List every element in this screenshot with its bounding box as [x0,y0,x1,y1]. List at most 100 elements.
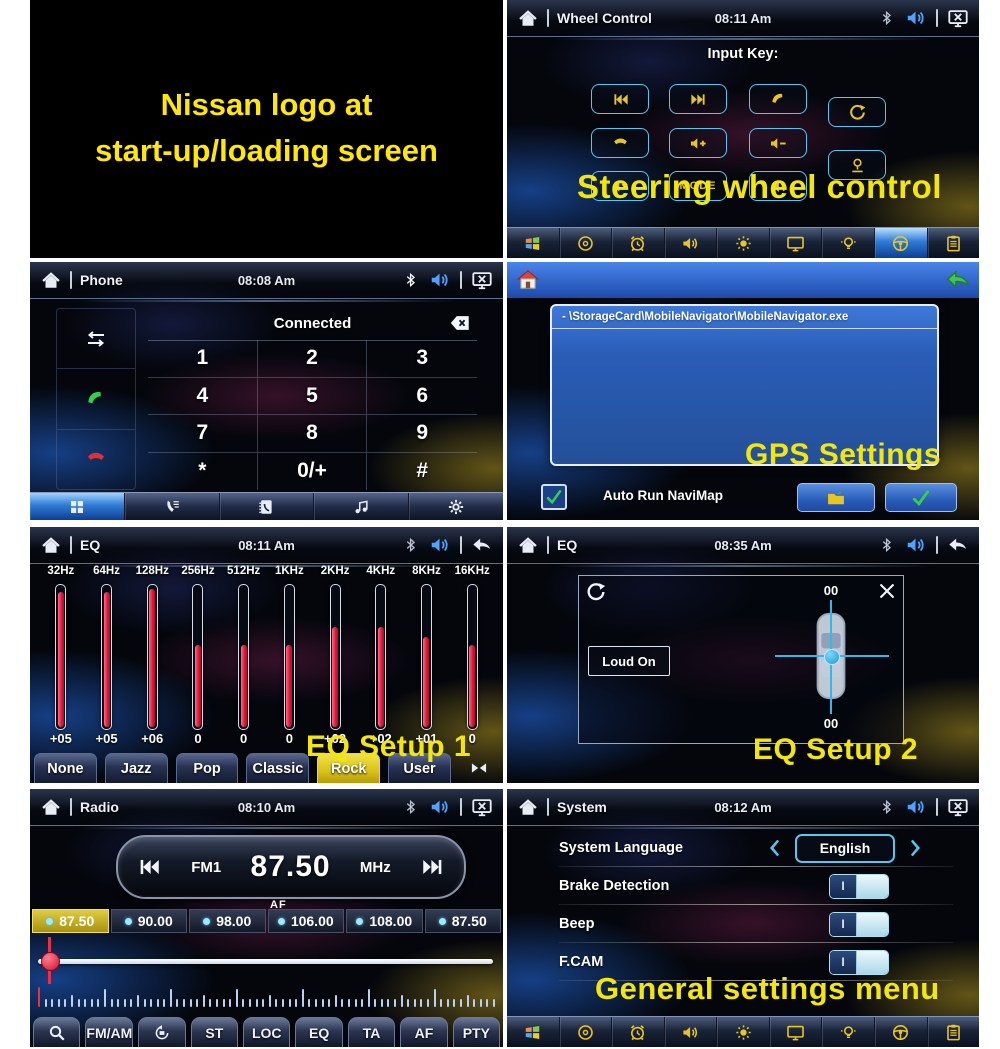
radio-preset-2[interactable]: 90.00 [110,909,187,933]
taskbar-alarm-button[interactable] [611,228,664,258]
eq-slider-128Hz[interactable] [129,584,175,730]
answer-call-button[interactable] [749,84,807,114]
dial-key-5[interactable]: 5 [257,377,368,415]
taskbar-volume-button[interactable] [663,1017,717,1047]
taskbar-windows-button[interactable] [507,1017,559,1047]
home-icon[interactable] [517,534,539,556]
radio-st-button[interactable]: ST [190,1017,239,1047]
chevron-right-icon[interactable] [905,838,925,858]
seek-down-icon[interactable] [136,854,162,880]
eq-slider-256Hz[interactable] [175,584,221,730]
back-icon[interactable] [945,267,971,293]
mode-button[interactable]: MODE [669,171,727,201]
eq-slider-track[interactable] [283,584,295,730]
home-icon[interactable] [40,269,62,291]
dial-key-1[interactable]: 1 [148,340,258,378]
loud-toggle-button[interactable]: Loud On [588,646,670,676]
eq-slider-track[interactable] [146,584,158,730]
home-icon[interactable] [40,534,62,556]
eq-slider-8KHz[interactable] [404,584,450,730]
close-icon[interactable] [877,581,897,601]
eq-slider-track[interactable] [101,584,113,730]
transfer-button[interactable] [57,309,135,370]
browse-folder-button[interactable] [797,483,875,512]
eq-slider-track[interactable] [329,584,341,730]
eq-slider-16KHz[interactable] [449,584,495,730]
eq-preset-classic[interactable]: Classic [246,753,310,783]
eq-slider-track[interactable] [192,584,204,730]
radio-preset-3[interactable]: 98.00 [189,909,266,933]
radio-loc-button[interactable]: LOC [243,1017,291,1047]
gps-path-listbox[interactable]: - \StorageCard\MobileNavigator\MobileNav… [550,304,939,466]
taskbar-disc-button[interactable] [558,228,612,258]
eq-preset-jazz[interactable]: Jazz [104,753,168,783]
taskbar-display-button[interactable] [768,1017,822,1047]
auto-run-checkbox[interactable] [541,484,567,510]
dial-key-#[interactable]: # [416,459,428,483]
home-icon[interactable] [517,7,539,29]
eq-slider-track[interactable] [420,584,432,730]
end-call-button[interactable] [57,430,135,489]
seek-up-icon[interactable] [420,854,446,880]
display-off-icon[interactable] [947,7,969,29]
volume-minus-button[interactable] [749,128,807,158]
tab-keypad[interactable] [30,493,124,520]
tab-settings[interactable] [408,493,503,520]
tab-calls[interactable] [123,493,219,520]
display-off-icon[interactable] [471,269,493,291]
taskbar-dimmer-button[interactable] [821,228,874,258]
radio-preset-5[interactable]: 108.00 [346,909,423,933]
eq-preset-pop[interactable]: Pop [175,753,239,783]
taskbar-disc-button[interactable] [558,1017,612,1047]
radio-fmam-button[interactable]: FM/AM [85,1017,134,1047]
taskbar-clipboard-button[interactable] [926,228,980,258]
radio-preset-4[interactable]: 106.00 [267,909,344,933]
mic-button[interactable] [828,150,886,180]
radio-pty-button[interactable]: PTY [452,1017,501,1047]
eq-slider-4KHz[interactable] [358,584,404,730]
beep-toggle[interactable]: I [829,911,889,937]
taskbar-display-button[interactable] [768,228,822,258]
radio-preset-6[interactable]: 87.50 [424,909,501,933]
reset-icon[interactable] [585,581,607,603]
eq-preset-none[interactable]: None [34,753,97,783]
dial-key-8[interactable]: 8 [257,415,368,453]
gps-exe-path[interactable]: - \StorageCard\MobileNavigator\MobileNav… [552,306,937,329]
back-icon[interactable] [471,534,493,556]
eq-preset-user[interactable]: User [388,753,451,783]
balance-position-dot[interactable] [824,649,840,665]
dial-key-9[interactable]: 9 [367,415,477,453]
eq-slider-track[interactable] [375,584,387,730]
eq-slider-64Hz[interactable] [84,584,130,730]
balance-button[interactable] [459,753,499,783]
taskbar-alarm-button[interactable] [611,1017,664,1047]
search-button[interactable] [33,1017,81,1047]
radio-eq-button[interactable]: EQ [295,1017,343,1047]
dial-key-3[interactable]: 3 [367,340,477,378]
scan-button[interactable] [138,1017,186,1047]
taskbar-steering-wheel-button[interactable] [873,1017,927,1047]
taskbar-windows-button[interactable] [507,228,559,258]
language-value[interactable]: English [795,833,895,863]
radio-preset-1[interactable]: 87.50 [32,909,109,933]
prev-track-button[interactable] [591,84,649,114]
home-icon[interactable] [515,267,541,293]
answer-call-button[interactable] [57,369,135,430]
eq-slider-512Hz[interactable] [221,584,267,730]
tuning-slider-handle[interactable] [41,952,60,971]
eq-slider-track[interactable] [466,584,478,730]
chevron-left-icon[interactable] [765,838,785,858]
radio-ta-button[interactable]: TA [347,1017,396,1047]
eq-preset-rock[interactable]: Rock [317,753,381,783]
taskbar-brightness-button[interactable] [716,228,769,258]
display-off-icon[interactable] [471,796,493,818]
tab-music[interactable] [313,493,408,520]
confirm-button[interactable] [885,483,957,512]
tuning-slider-track[interactable] [38,959,493,964]
tab-phonebook[interactable] [218,493,314,520]
end-call-button[interactable] [591,128,649,158]
dial-key-4[interactable]: 4 [148,377,258,415]
home-icon[interactable] [40,796,62,818]
taskbar-steering-wheel-button[interactable] [873,228,927,258]
mute-button[interactable] [591,171,649,201]
